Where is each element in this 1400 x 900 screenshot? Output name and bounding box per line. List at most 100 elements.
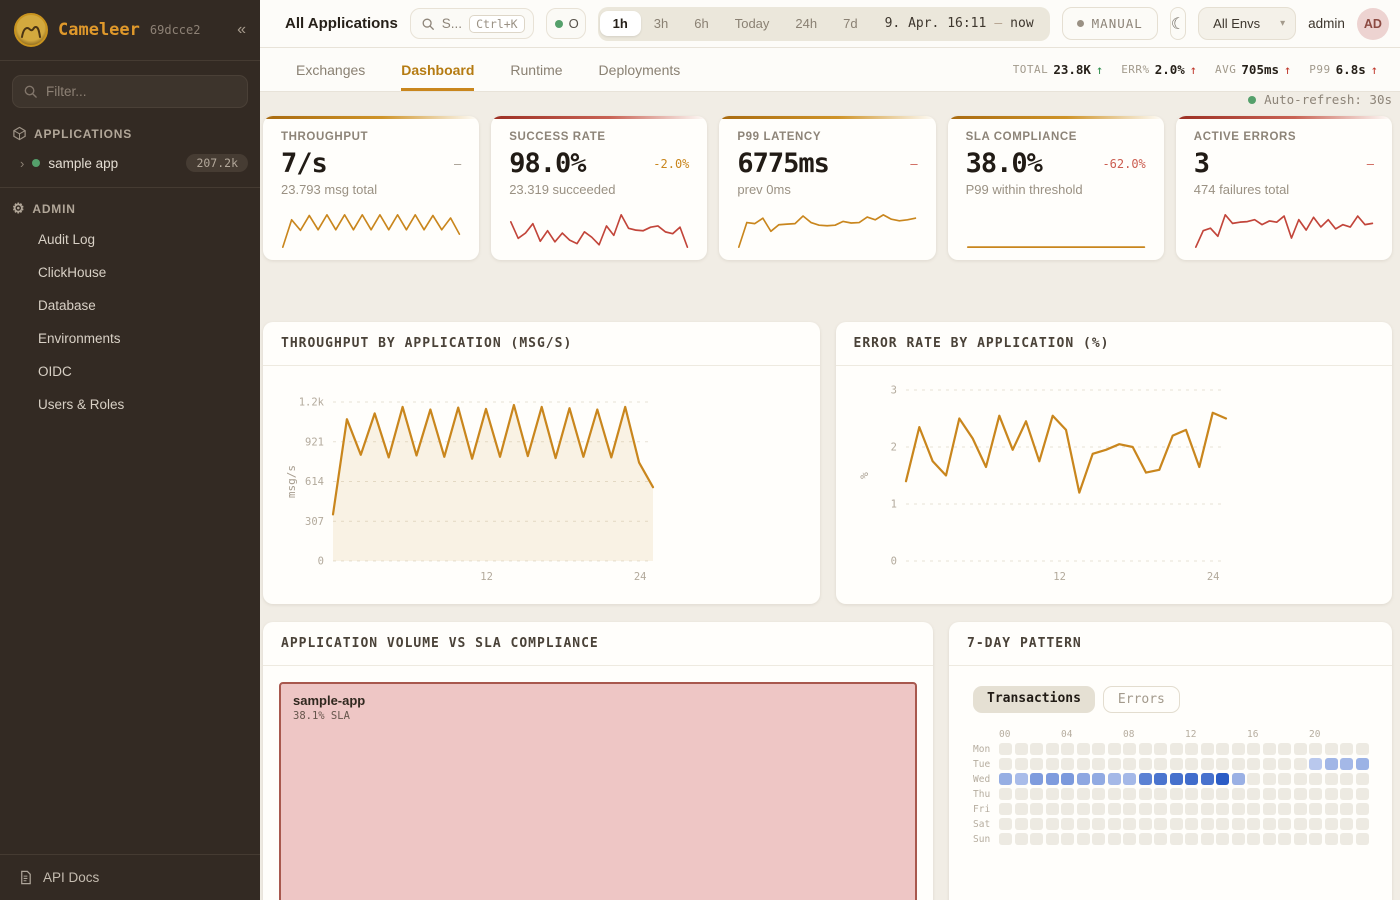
heatmap-cell[interactable]	[1293, 833, 1307, 845]
heatmap-cell[interactable]	[1154, 758, 1167, 770]
heatmap-cell[interactable]	[1030, 818, 1043, 830]
heatmap-cell[interactable]	[1293, 818, 1307, 830]
heatmap-cell[interactable]	[1092, 833, 1105, 845]
heatmap-cell[interactable]	[1107, 758, 1121, 770]
heatmap-cell[interactable]	[1278, 803, 1291, 815]
heatmap-cell[interactable]	[1278, 833, 1291, 845]
heatmap-cell[interactable]	[1340, 773, 1353, 785]
heatmap-cell[interactable]	[1262, 758, 1276, 770]
heatmap-cell[interactable]	[1154, 788, 1167, 800]
heatmap-cell[interactable]	[1123, 758, 1136, 770]
heatmap-cell[interactable]	[999, 758, 1012, 770]
heatmap-cell[interactable]	[1169, 743, 1183, 755]
heatmap-cell[interactable]	[1076, 773, 1090, 785]
heatmap-cell[interactable]	[1262, 743, 1276, 755]
heatmap-cell[interactable]	[1355, 758, 1369, 770]
toggle-transactions[interactable]: Transactions	[973, 686, 1095, 713]
heatmap-cell[interactable]	[1355, 773, 1369, 785]
heatmap-cell[interactable]	[1278, 818, 1291, 830]
heatmap-cell[interactable]	[1045, 818, 1059, 830]
heatmap-cell[interactable]	[1154, 818, 1167, 830]
heatmap-cell[interactable]	[1138, 743, 1152, 755]
heatmap-cell[interactable]	[1045, 773, 1059, 785]
heatmap-cell[interactable]	[1169, 758, 1183, 770]
heatmap-cell[interactable]	[1293, 788, 1307, 800]
heatmap-cell[interactable]	[1231, 803, 1245, 815]
heatmap-cell[interactable]	[1030, 833, 1043, 845]
heatmap-cell[interactable]	[1061, 833, 1074, 845]
heatmap-cell[interactable]	[1324, 758, 1338, 770]
heatmap-cell[interactable]	[1293, 743, 1307, 755]
heatmap-cell[interactable]	[1061, 788, 1074, 800]
heatmap-cell[interactable]	[1169, 788, 1183, 800]
heatmap-cell[interactable]	[1324, 788, 1338, 800]
sidebar-item-oidc[interactable]: OIDC	[38, 364, 72, 379]
heatmap-cell[interactable]	[1061, 818, 1074, 830]
heatmap-cell[interactable]	[1123, 743, 1136, 755]
heatmap-cell[interactable]	[999, 773, 1012, 785]
heatmap-cell[interactable]	[1107, 788, 1121, 800]
heatmap-cell[interactable]	[1247, 773, 1260, 785]
heatmap-cell[interactable]	[1200, 758, 1214, 770]
tab-deployments[interactable]: Deployments	[598, 61, 681, 78]
heatmap-cell[interactable]	[1355, 833, 1369, 845]
heatmap-cell[interactable]	[1355, 788, 1369, 800]
heatmap-cell[interactable]	[1340, 743, 1353, 755]
heatmap-cell[interactable]	[1076, 833, 1090, 845]
heatmap-cell[interactable]	[1185, 818, 1198, 830]
range-today[interactable]: Today	[734, 16, 770, 31]
toggle-errors[interactable]: Errors	[1102, 686, 1180, 713]
heatmap-cell[interactable]	[1216, 758, 1229, 770]
heatmap-cell[interactable]	[1247, 818, 1260, 830]
heatmap-cell[interactable]	[1076, 743, 1090, 755]
heatmap-cell[interactable]	[999, 818, 1012, 830]
heatmap-cell[interactable]	[1169, 773, 1183, 785]
sidebar-item-clickhouse[interactable]: ClickHouse	[38, 265, 107, 280]
heatmap-cell[interactable]	[1030, 758, 1043, 770]
sidebar-item-users-roles[interactable]: Users & Roles	[38, 397, 125, 412]
heatmap-cell[interactable]	[1262, 788, 1276, 800]
heatmap-cell[interactable]	[1309, 803, 1322, 815]
heatmap-cell[interactable]	[1324, 833, 1338, 845]
heatmap-cell[interactable]	[1247, 833, 1260, 845]
heatmap-cell[interactable]	[1309, 788, 1322, 800]
heatmap-cell[interactable]	[1138, 773, 1152, 785]
sidebar-item-environments[interactable]: Environments	[38, 331, 121, 346]
heatmap-cell[interactable]	[1185, 803, 1198, 815]
heatmap-cell[interactable]	[1340, 818, 1353, 830]
heatmap-cell[interactable]	[1216, 773, 1229, 785]
heatmap-cell[interactable]	[1138, 833, 1152, 845]
heatmap-cell[interactable]	[1247, 788, 1260, 800]
heatmap-cell[interactable]	[1138, 758, 1152, 770]
treemap-tile-sample-app[interactable]: sample-app 38.1% SLA	[279, 682, 917, 900]
heatmap-cell[interactable]	[1216, 818, 1229, 830]
heatmap-cell[interactable]	[1309, 758, 1322, 770]
heatmap-cell[interactable]	[1076, 788, 1090, 800]
heatmap-cell[interactable]	[999, 833, 1012, 845]
heatmap-cell[interactable]	[1092, 803, 1105, 815]
heatmap-cell[interactable]	[1045, 803, 1059, 815]
heatmap-cell[interactable]	[1185, 758, 1198, 770]
heatmap-cell[interactable]	[1107, 743, 1121, 755]
heatmap-cell[interactable]	[1138, 818, 1152, 830]
heatmap-cell[interactable]	[1340, 758, 1353, 770]
heatmap-cell[interactable]	[1123, 833, 1136, 845]
heatmap-cell[interactable]	[1185, 833, 1198, 845]
heatmap-cell[interactable]	[1092, 773, 1105, 785]
heatmap-cell[interactable]	[1231, 833, 1245, 845]
heatmap-cell[interactable]	[1014, 773, 1028, 785]
heatmap-cell[interactable]	[1076, 758, 1090, 770]
heatmap-cell[interactable]	[1293, 773, 1307, 785]
heatmap-cell[interactable]	[1030, 788, 1043, 800]
sidebar-collapse-icon[interactable]: «	[237, 21, 246, 38]
heatmap-cell[interactable]	[1200, 743, 1214, 755]
range-3h[interactable]: 3h	[653, 16, 669, 31]
heatmap-cell[interactable]	[1045, 788, 1059, 800]
heatmap-cell[interactable]	[1107, 773, 1121, 785]
heatmap-cell[interactable]	[1355, 803, 1369, 815]
heatmap-cell[interactable]	[1262, 803, 1276, 815]
heatmap-cell[interactable]	[1169, 803, 1183, 815]
heatmap-cell[interactable]	[1154, 833, 1167, 845]
range-1h[interactable]: 1h	[599, 11, 641, 36]
heatmap-cell[interactable]	[1092, 743, 1105, 755]
